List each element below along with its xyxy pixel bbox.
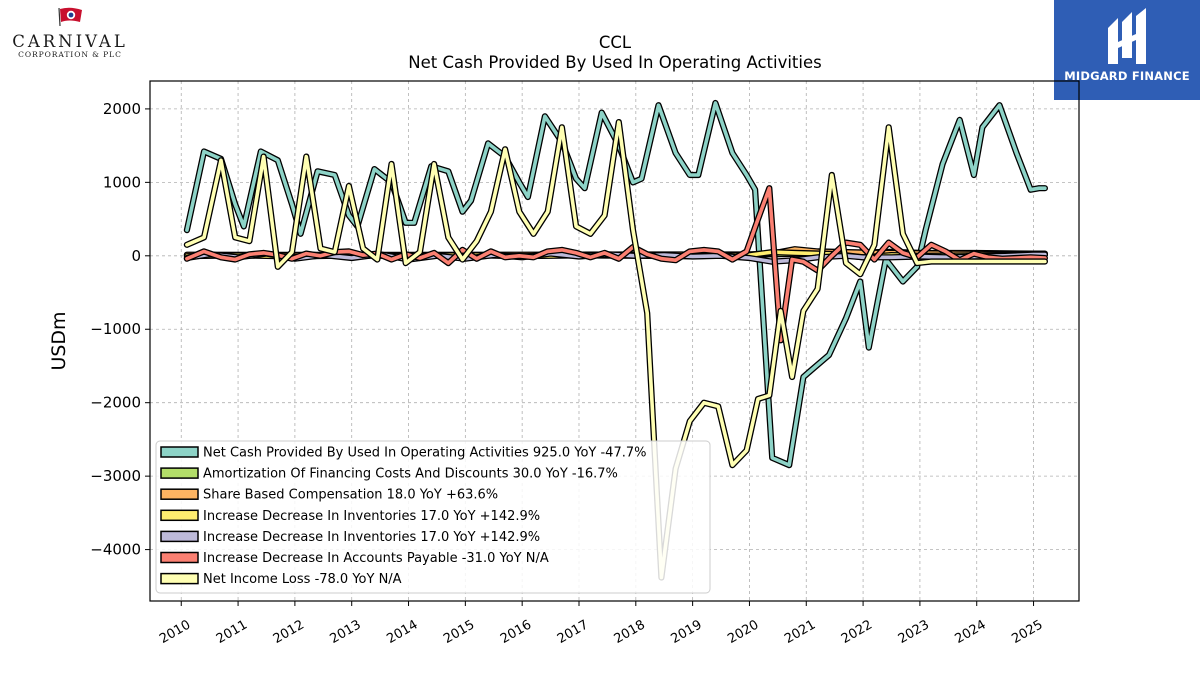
x-tick-label: 2014: [384, 617, 420, 647]
legend-entry: Net Cash Provided By Used In Operating A…: [203, 446, 646, 461]
x-tick-label: 2019: [668, 617, 704, 647]
x-tick-label: 2018: [612, 617, 648, 647]
x-tick-label: 2024: [953, 617, 989, 647]
x-tick-label: 2013: [328, 617, 364, 647]
x-tick-label: 2022: [839, 617, 875, 647]
carnival-funnel-icon: [58, 7, 82, 27]
x-tick-label: 2025: [1009, 617, 1045, 647]
x-tick-label: 2020: [725, 617, 761, 647]
y-tick-label: −1000: [90, 320, 141, 338]
y-axis: 2000 1000 0 −1000 −2000 −3000 −4000: [90, 100, 150, 559]
series-line: [185, 120, 1047, 580]
x-tick-label: 2012: [271, 617, 307, 647]
y-tick-label: 2000: [103, 100, 141, 118]
x-tick-label: 2015: [441, 617, 477, 647]
y-tick-label: 0: [131, 247, 141, 265]
carnival-wordmark: CARNIVAL: [12, 32, 128, 51]
x-tick-label: 2016: [498, 617, 534, 647]
legend-box: [155, 440, 711, 594]
legend-swatch: [160, 551, 199, 564]
x-tick-label: 2010: [157, 617, 193, 647]
legend-swatch: [160, 530, 199, 543]
midgard-wordmark: MIDGARD FINANCE: [1064, 69, 1190, 83]
legend-entry: Share Based Compensation 18.0 YoY +63.6%: [203, 488, 498, 503]
series-lines: [183, 99, 1048, 581]
legend-swatch: [160, 446, 199, 458]
x-axis: 2010 2011 2012 2013 2014 2015 2016 2017 2018 2019…: [157, 601, 1046, 647]
y-tick-label: −4000: [90, 541, 141, 559]
chart-subtitle: Net Cash Provided By Used In Operating A…: [408, 53, 821, 72]
legend-entry: Amortization Of Financing Costs And Disc…: [203, 467, 618, 482]
plot-frame: [149, 80, 1080, 602]
legend-swatch: [160, 467, 199, 479]
x-tick-label: 2011: [214, 617, 250, 647]
legend-entry: Increase Decrease In Inventories 17.0 Yo…: [203, 530, 540, 545]
legend-entry: Net Income Loss -78.0 YoY N/A: [203, 572, 402, 587]
carnival-subtitle: CORPORATION & PLC: [18, 50, 122, 59]
x-tick-label: 2021: [782, 617, 818, 647]
legend-entry: Increase Decrease In Inventories 17.0 Yo…: [203, 509, 540, 524]
legend-swatch: [160, 488, 199, 500]
legend-swatch: [160, 509, 199, 522]
chart-title: CCL: [599, 33, 632, 52]
y-tick-label: −2000: [90, 394, 141, 412]
midgard-finance-logo: MIDGARD FINANCE: [1054, 0, 1200, 100]
y-axis-label: USDm: [48, 311, 70, 370]
carnival-logo: CARNIVAL CORPORATION & PLC: [4, 6, 136, 59]
legend: Net Cash Provided By Used In Operating A…: [155, 440, 711, 594]
y-tick-label: 1000: [103, 173, 141, 191]
midgard-emblem-icon: [1108, 8, 1146, 64]
legend-swatch: [160, 572, 199, 585]
x-tick-label: 2017: [555, 617, 591, 647]
y-tick-label: −3000: [90, 467, 141, 485]
x-tick-label: 2023: [896, 617, 932, 647]
legend-entry: Increase Decrease In Accounts Payable -3…: [203, 551, 549, 566]
